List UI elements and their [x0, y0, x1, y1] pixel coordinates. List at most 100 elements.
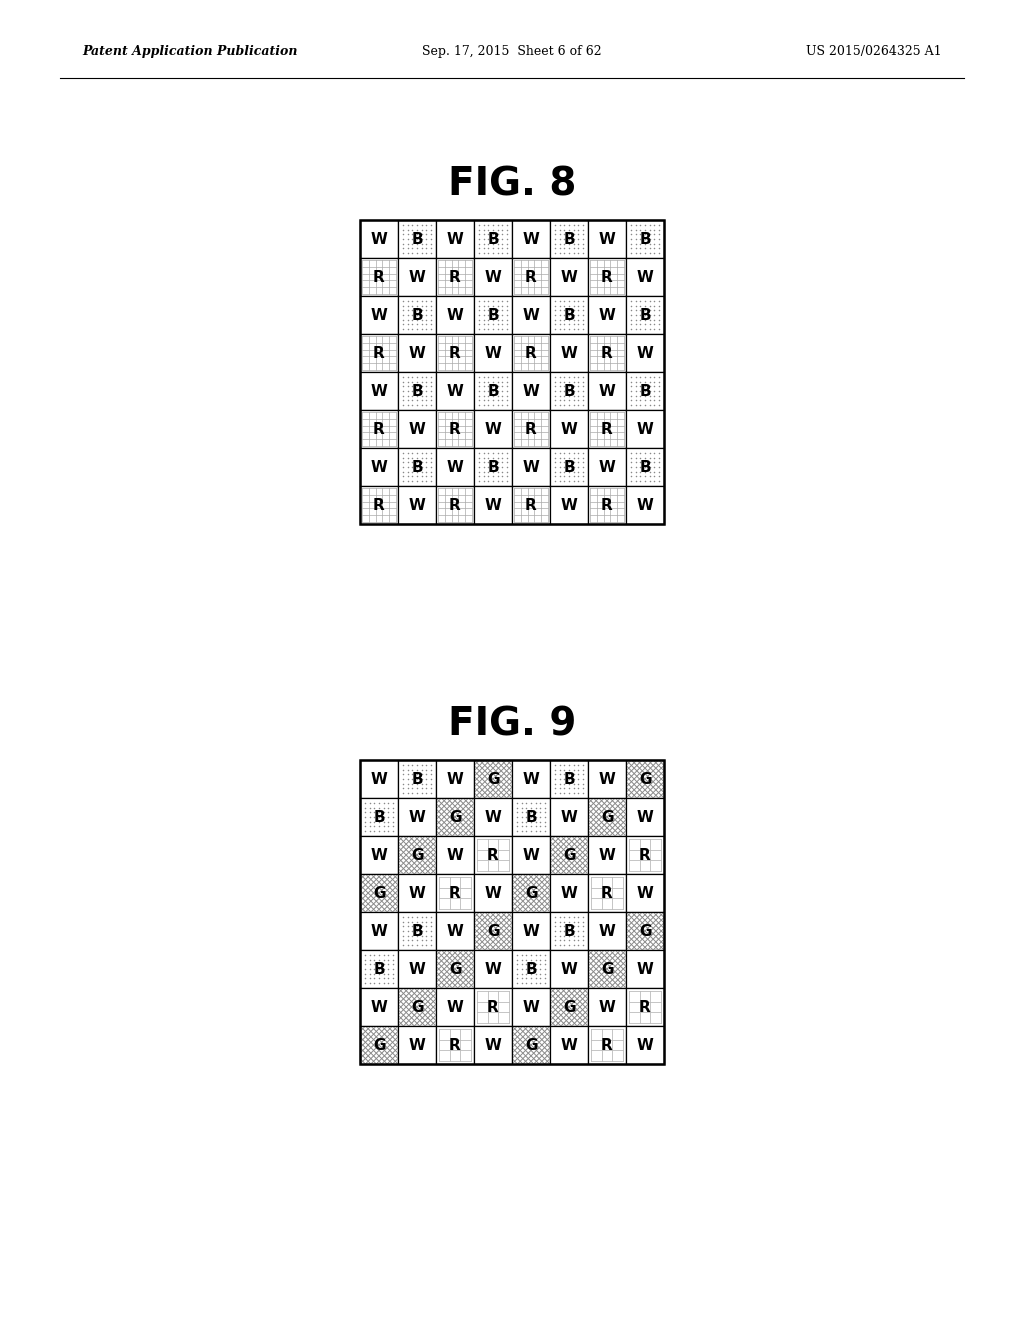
- Bar: [398, 411, 436, 447]
- Bar: [588, 411, 626, 447]
- Text: G: G: [639, 771, 651, 787]
- Bar: [474, 799, 512, 836]
- Bar: [626, 760, 664, 799]
- Bar: [512, 372, 550, 411]
- Text: G: G: [373, 1038, 385, 1052]
- Text: R: R: [450, 886, 461, 900]
- Bar: [398, 837, 435, 874]
- Text: W: W: [599, 771, 615, 787]
- Bar: [474, 874, 512, 912]
- Bar: [588, 220, 626, 257]
- Text: R: R: [525, 498, 537, 512]
- Bar: [550, 987, 588, 1026]
- Text: R: R: [601, 346, 613, 360]
- Bar: [474, 987, 512, 1026]
- Text: B: B: [412, 924, 423, 939]
- Text: R: R: [373, 346, 385, 360]
- Bar: [512, 447, 550, 486]
- Bar: [588, 1026, 626, 1064]
- Bar: [436, 334, 474, 372]
- Bar: [398, 989, 435, 1026]
- Text: W: W: [484, 498, 502, 512]
- Bar: [398, 334, 436, 372]
- Bar: [588, 987, 626, 1026]
- Bar: [360, 220, 664, 524]
- Text: B: B: [563, 231, 574, 247]
- Bar: [436, 987, 474, 1026]
- Bar: [436, 257, 474, 296]
- Text: R: R: [373, 421, 385, 437]
- Bar: [550, 799, 588, 836]
- Bar: [360, 486, 398, 524]
- Text: B: B: [487, 384, 499, 399]
- Text: W: W: [560, 421, 578, 437]
- Bar: [398, 486, 436, 524]
- Text: R: R: [525, 346, 537, 360]
- Text: R: R: [487, 847, 499, 862]
- Text: R: R: [450, 421, 461, 437]
- Bar: [626, 836, 664, 874]
- Bar: [436, 296, 474, 334]
- Bar: [474, 760, 512, 799]
- Bar: [398, 296, 436, 334]
- Text: B: B: [487, 459, 499, 474]
- Bar: [626, 372, 664, 411]
- Text: W: W: [446, 924, 464, 939]
- Bar: [474, 836, 512, 874]
- Text: R: R: [525, 269, 537, 285]
- Bar: [588, 950, 626, 987]
- Text: W: W: [446, 308, 464, 322]
- Text: G: G: [639, 924, 651, 939]
- Bar: [398, 257, 436, 296]
- Bar: [551, 837, 588, 874]
- Bar: [436, 1026, 474, 1064]
- Bar: [436, 760, 474, 799]
- Text: R: R: [450, 498, 461, 512]
- Bar: [474, 1026, 512, 1064]
- Bar: [550, 220, 588, 257]
- Text: R: R: [525, 421, 537, 437]
- Text: B: B: [639, 231, 651, 247]
- Bar: [474, 411, 512, 447]
- Text: R: R: [450, 269, 461, 285]
- Bar: [436, 411, 474, 447]
- Text: G: G: [563, 847, 575, 862]
- Text: W: W: [637, 809, 653, 825]
- Bar: [398, 950, 436, 987]
- Bar: [626, 257, 664, 296]
- Text: B: B: [525, 961, 537, 977]
- Text: G: G: [486, 771, 500, 787]
- Bar: [360, 447, 398, 486]
- Text: B: B: [563, 771, 574, 787]
- Text: R: R: [639, 847, 651, 862]
- Bar: [474, 912, 512, 949]
- Text: W: W: [409, 1038, 425, 1052]
- Text: R: R: [487, 999, 499, 1015]
- Text: W: W: [371, 847, 387, 862]
- Text: B: B: [487, 308, 499, 322]
- Bar: [360, 760, 398, 799]
- Bar: [398, 799, 436, 836]
- Text: W: W: [637, 961, 653, 977]
- Text: R: R: [601, 269, 613, 285]
- Bar: [474, 912, 512, 950]
- Bar: [436, 874, 474, 912]
- Text: B: B: [639, 459, 651, 474]
- Text: W: W: [599, 384, 615, 399]
- Bar: [588, 334, 626, 372]
- Text: B: B: [412, 308, 423, 322]
- Text: W: W: [484, 961, 502, 977]
- Text: R: R: [601, 421, 613, 437]
- Bar: [360, 411, 398, 447]
- Bar: [436, 836, 474, 874]
- Text: B: B: [563, 384, 574, 399]
- Text: W: W: [599, 231, 615, 247]
- Bar: [512, 950, 550, 987]
- Text: W: W: [522, 308, 540, 322]
- Text: W: W: [409, 421, 425, 437]
- Text: G: G: [524, 1038, 538, 1052]
- Text: R: R: [601, 498, 613, 512]
- Bar: [550, 411, 588, 447]
- Text: W: W: [522, 924, 540, 939]
- Bar: [360, 874, 397, 912]
